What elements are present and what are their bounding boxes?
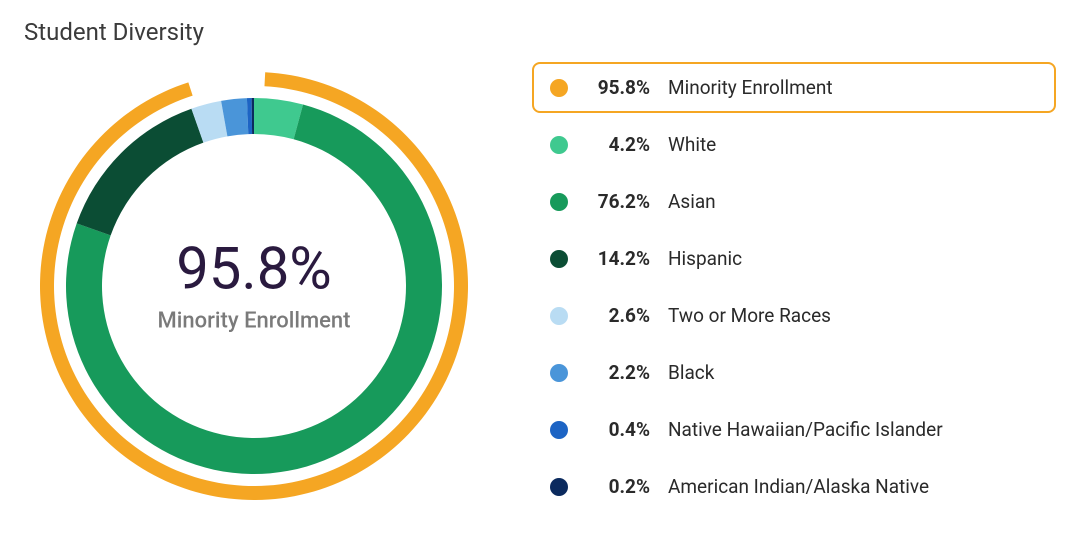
legend-item[interactable]: 4.2% White xyxy=(532,119,1056,170)
legend-item[interactable]: 0.4% Native Hawaiian/Pacific Islander xyxy=(532,404,1056,455)
legend-item[interactable]: 2.2% Black xyxy=(532,347,1056,398)
legend-percent: 0.4% xyxy=(586,418,650,441)
legend-label: American Indian/Alaska Native xyxy=(668,475,929,498)
legend-item[interactable]: 2.6% Two or More Races xyxy=(532,290,1056,341)
page-title: Student Diversity xyxy=(24,18,1056,46)
content-row: 95.8% Minority Enrollment 95.8% Minority … xyxy=(24,56,1056,518)
center-label: Minority Enrollment xyxy=(158,308,351,333)
legend-item[interactable]: 76.2% Asian xyxy=(532,176,1056,227)
legend-dot-icon xyxy=(550,79,568,97)
legend-label: Two or More Races xyxy=(668,304,831,327)
legend-label: Black xyxy=(668,361,714,384)
chart-center: 95.8% Minority Enrollment xyxy=(158,239,351,334)
legend-dot-icon xyxy=(550,421,568,439)
legend-dot-icon xyxy=(550,364,568,382)
legend-dot-icon xyxy=(550,193,568,211)
legend-percent: 0.2% xyxy=(586,475,650,498)
center-value: 95.8% xyxy=(158,239,351,303)
legend-dot-icon xyxy=(550,250,568,268)
legend-dot-icon xyxy=(550,478,568,496)
legend-percent: 14.2% xyxy=(586,247,650,270)
legend-label: Minority Enrollment xyxy=(668,76,833,99)
legend-label: Hispanic xyxy=(668,247,742,270)
legend-label: White xyxy=(668,133,716,156)
legend-percent: 76.2% xyxy=(586,190,650,213)
legend-percent: 4.2% xyxy=(586,133,650,156)
legend-label: Native Hawaiian/Pacific Islander xyxy=(668,418,943,441)
legend-percent: 95.8% xyxy=(586,76,650,99)
donut-slice[interactable] xyxy=(77,109,204,236)
legend: 95.8% Minority Enrollment 4.2% White 76.2% As… xyxy=(532,56,1056,518)
legend-dot-icon xyxy=(550,307,568,325)
donut-chart: 95.8% Minority Enrollment xyxy=(24,56,484,516)
legend-dot-icon xyxy=(550,136,568,154)
legend-percent: 2.2% xyxy=(586,361,650,384)
legend-item[interactable]: 14.2% Hispanic xyxy=(532,233,1056,284)
legend-item[interactable]: 95.8% Minority Enrollment xyxy=(532,62,1056,113)
legend-percent: 2.6% xyxy=(586,304,650,327)
legend-label: Asian xyxy=(668,190,716,213)
legend-item[interactable]: 0.2% American Indian/Alaska Native xyxy=(532,461,1056,512)
